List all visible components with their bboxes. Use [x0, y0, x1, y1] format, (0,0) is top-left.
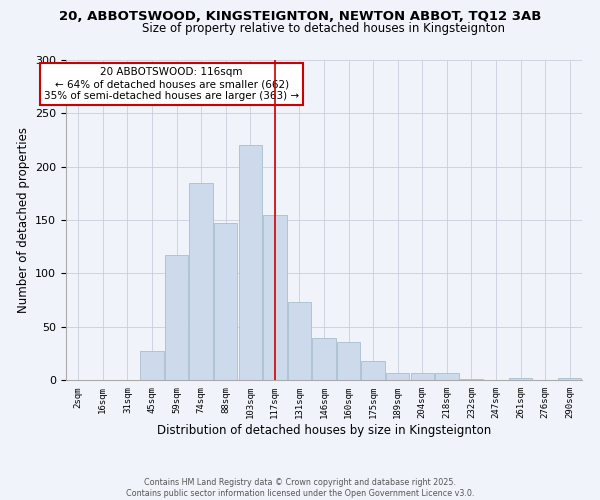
Bar — [386, 372, 409, 380]
Bar — [509, 378, 532, 380]
X-axis label: Distribution of detached houses by size in Kingsteignton: Distribution of detached houses by size … — [157, 424, 491, 437]
Bar — [460, 379, 483, 380]
Bar — [361, 361, 385, 380]
Y-axis label: Number of detached properties: Number of detached properties — [17, 127, 29, 313]
Text: Contains HM Land Registry data © Crown copyright and database right 2025.
Contai: Contains HM Land Registry data © Crown c… — [126, 478, 474, 498]
Bar — [410, 372, 434, 380]
Bar — [337, 342, 360, 380]
Bar — [239, 146, 262, 380]
Bar — [140, 351, 164, 380]
Text: 20 ABBOTSWOOD: 116sqm
← 64% of detached houses are smaller (662)
35% of semi-det: 20 ABBOTSWOOD: 116sqm ← 64% of detached … — [44, 68, 299, 100]
Bar — [313, 338, 335, 380]
Bar — [263, 214, 287, 380]
Bar — [435, 372, 458, 380]
Bar — [288, 302, 311, 380]
Title: Size of property relative to detached houses in Kingsteignton: Size of property relative to detached ho… — [143, 22, 505, 35]
Bar — [214, 223, 238, 380]
Text: 20, ABBOTSWOOD, KINGSTEIGNTON, NEWTON ABBOT, TQ12 3AB: 20, ABBOTSWOOD, KINGSTEIGNTON, NEWTON AB… — [59, 10, 541, 23]
Bar — [165, 255, 188, 380]
Bar — [558, 378, 581, 380]
Bar — [190, 182, 213, 380]
